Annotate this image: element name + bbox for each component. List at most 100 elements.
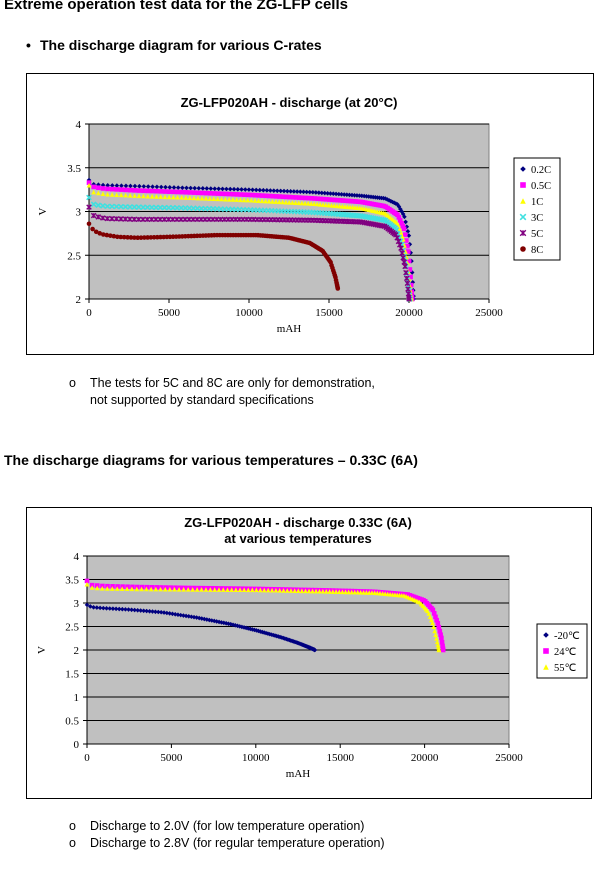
data-point [232, 623, 238, 628]
data-point [109, 192, 115, 197]
data-point [293, 195, 299, 200]
data-point [254, 587, 259, 593]
data-point [216, 587, 222, 592]
legend: 0.2C 0.5C 1C 3C 5C 8C [513, 157, 561, 261]
data-point [308, 201, 314, 206]
data-point [245, 587, 251, 593]
data-point [84, 578, 90, 584]
data-point [251, 586, 257, 592]
data-point [141, 608, 146, 614]
data-point [116, 606, 122, 612]
data-point [231, 186, 237, 192]
data-point [278, 188, 283, 194]
data-point [114, 192, 119, 197]
data-point [268, 586, 273, 592]
data-point [431, 611, 437, 616]
data-point [281, 588, 286, 593]
data-point [202, 616, 207, 622]
data-point [158, 194, 163, 199]
data-point [340, 589, 345, 595]
y-axis-label: V [36, 646, 48, 654]
data-point [158, 609, 164, 615]
data-point [268, 188, 273, 193]
data-point [171, 189, 176, 195]
data-point [166, 194, 172, 200]
data-point [100, 186, 106, 191]
data-point [113, 216, 120, 222]
data-point [430, 607, 436, 613]
y-tick-label: 2 [74, 645, 80, 657]
data-point [231, 191, 236, 197]
y-tick-label: 0.5 [65, 716, 79, 728]
data-point [291, 587, 296, 592]
data-point [154, 188, 159, 194]
data-point [149, 194, 155, 199]
data-point [153, 216, 159, 223]
y-tick-label: 3 [74, 598, 80, 610]
data-point [242, 192, 247, 197]
data-point [359, 193, 365, 199]
data-point [383, 196, 388, 201]
data-point [163, 184, 168, 190]
x-axis-label: mAH [277, 323, 302, 335]
data-point [221, 620, 227, 626]
data-point [245, 197, 251, 203]
data-point [397, 218, 403, 223]
data-point [109, 183, 115, 188]
y-tick-label: 2.5 [67, 250, 81, 262]
data-point [191, 190, 197, 195]
x-tick-label: 5000 [158, 307, 181, 319]
data-point [256, 193, 262, 198]
data-point [403, 275, 410, 282]
data-point [110, 584, 115, 589]
data-point [256, 586, 261, 592]
data-point [104, 215, 111, 222]
data-point [328, 191, 333, 196]
circle-bullet-icon: o [69, 836, 76, 850]
data-point [139, 586, 144, 592]
data-point [288, 588, 294, 593]
data-point [203, 196, 209, 201]
data-point [135, 607, 140, 613]
data-point [355, 199, 361, 204]
data-point [130, 584, 135, 590]
data-point [147, 608, 152, 614]
data-point [128, 235, 134, 240]
data-point [141, 188, 146, 194]
data-point [406, 233, 412, 238]
data-point [185, 587, 191, 592]
data-point [129, 586, 135, 592]
data-point [426, 611, 432, 616]
data-point [94, 605, 100, 610]
data-point [398, 591, 404, 597]
data-point [402, 214, 407, 220]
data-point [317, 201, 323, 207]
data-point [437, 628, 443, 634]
data-point [187, 190, 193, 195]
data-point [433, 632, 438, 638]
data-point [335, 286, 341, 291]
data-point [136, 193, 142, 199]
legend-label: 0.5C [531, 181, 551, 192]
data-point [405, 229, 411, 234]
data-point [182, 585, 188, 591]
data-point [265, 631, 271, 636]
data-point [438, 632, 443, 638]
data-point [178, 216, 184, 223]
data-point [153, 609, 158, 615]
legend-marker [520, 198, 526, 204]
data-point [296, 200, 302, 206]
data-point [119, 586, 125, 591]
data-point [114, 586, 120, 591]
data-point [100, 191, 106, 196]
data-point [400, 211, 406, 217]
data-point [439, 635, 444, 641]
data-point [270, 193, 276, 199]
data-point [349, 589, 355, 595]
x-tick-label: 15000 [326, 752, 354, 764]
data-point [298, 587, 304, 593]
legend-marker [520, 246, 526, 252]
chart-temperatures: ZG-LFP020AH - discharge 0.33C (6A) at var… [26, 507, 592, 799]
data-point [256, 198, 261, 203]
data-point [403, 269, 409, 276]
